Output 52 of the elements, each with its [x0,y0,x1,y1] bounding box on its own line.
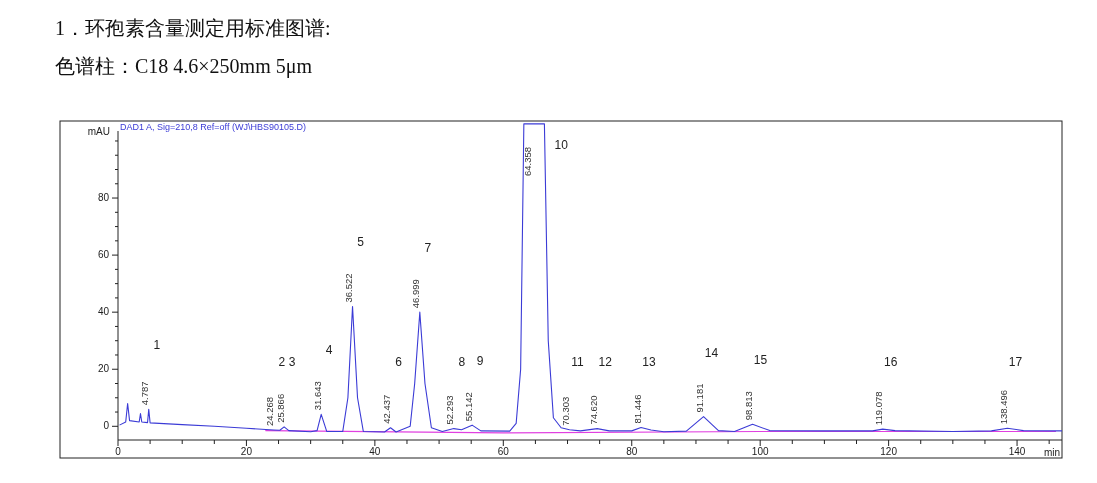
annotation: 42.437 [381,394,393,424]
y-tick-label: 60 [97,248,110,260]
annotation: DAD1 A, Sig=210,8 Ref=off (WJ\HBS90105.D) [120,122,306,132]
annotation: 8 [458,355,466,370]
annotation: 5 [357,235,365,250]
annotation: 4.787 [139,381,151,406]
annotation: 13 [642,355,657,370]
annotation: 64.358 [521,146,533,176]
annotation: 91.181 [694,383,706,413]
annotation: 14 [704,345,719,360]
annotation: 7 [424,241,432,256]
annotation: 12 [598,355,613,370]
annotation: 9 [476,354,484,369]
annotation: 1 [153,338,161,353]
y-tick-label: 20 [97,362,110,374]
annotation: 46.999 [410,279,422,309]
x-tick-label: 120 [880,446,898,457]
annotation: 55.142 [462,392,474,422]
annotation: 17 [1008,355,1023,370]
x-tick-label: 0 [115,446,122,457]
annotation: 11 [571,355,585,370]
y-tick-label: 0 [103,419,110,431]
annotation: 119.078 [873,391,885,426]
annotation: 36.522 [343,273,355,303]
y-tick-label: 80 [97,191,110,203]
annotation: 70.303 [559,396,571,426]
annotation: 10 [554,138,569,152]
annotation: 25.866 [274,393,286,423]
annotation: 81.446 [631,394,643,424]
annotation: 4 [325,343,333,358]
annotation: 3 [288,355,296,370]
x-tick-label: 60 [497,446,510,457]
annotation: 31.643 [311,381,323,411]
annotation: 6 [395,355,403,370]
annotation: 52.293 [444,395,456,425]
x-tick-label: 40 [369,446,381,457]
annotation: 15 [753,353,768,368]
x-axis-title: min [1043,447,1060,458]
annotation: 74.620 [587,395,599,425]
x-tick-label: 100 [751,446,769,457]
x-tick-label: 140 [1008,446,1026,457]
chart-subtitle: 色谱柱：C18 4.6×250mm 5μm [55,55,313,78]
chart-title: 1．环孢素含量测定用标准图谱: [55,17,331,39]
annotation: 2 [278,355,286,370]
y-axis-title: mAU [87,126,110,137]
annotation: 16 [884,355,898,370]
y-tick-label: 40 [97,305,110,317]
x-tick-label: 20 [240,446,253,457]
annotation: 24.268 [264,396,276,427]
annotation: 98.813 [743,391,755,421]
x-tick-label: 80 [626,446,638,457]
annotation: 138.496 [997,389,1009,425]
